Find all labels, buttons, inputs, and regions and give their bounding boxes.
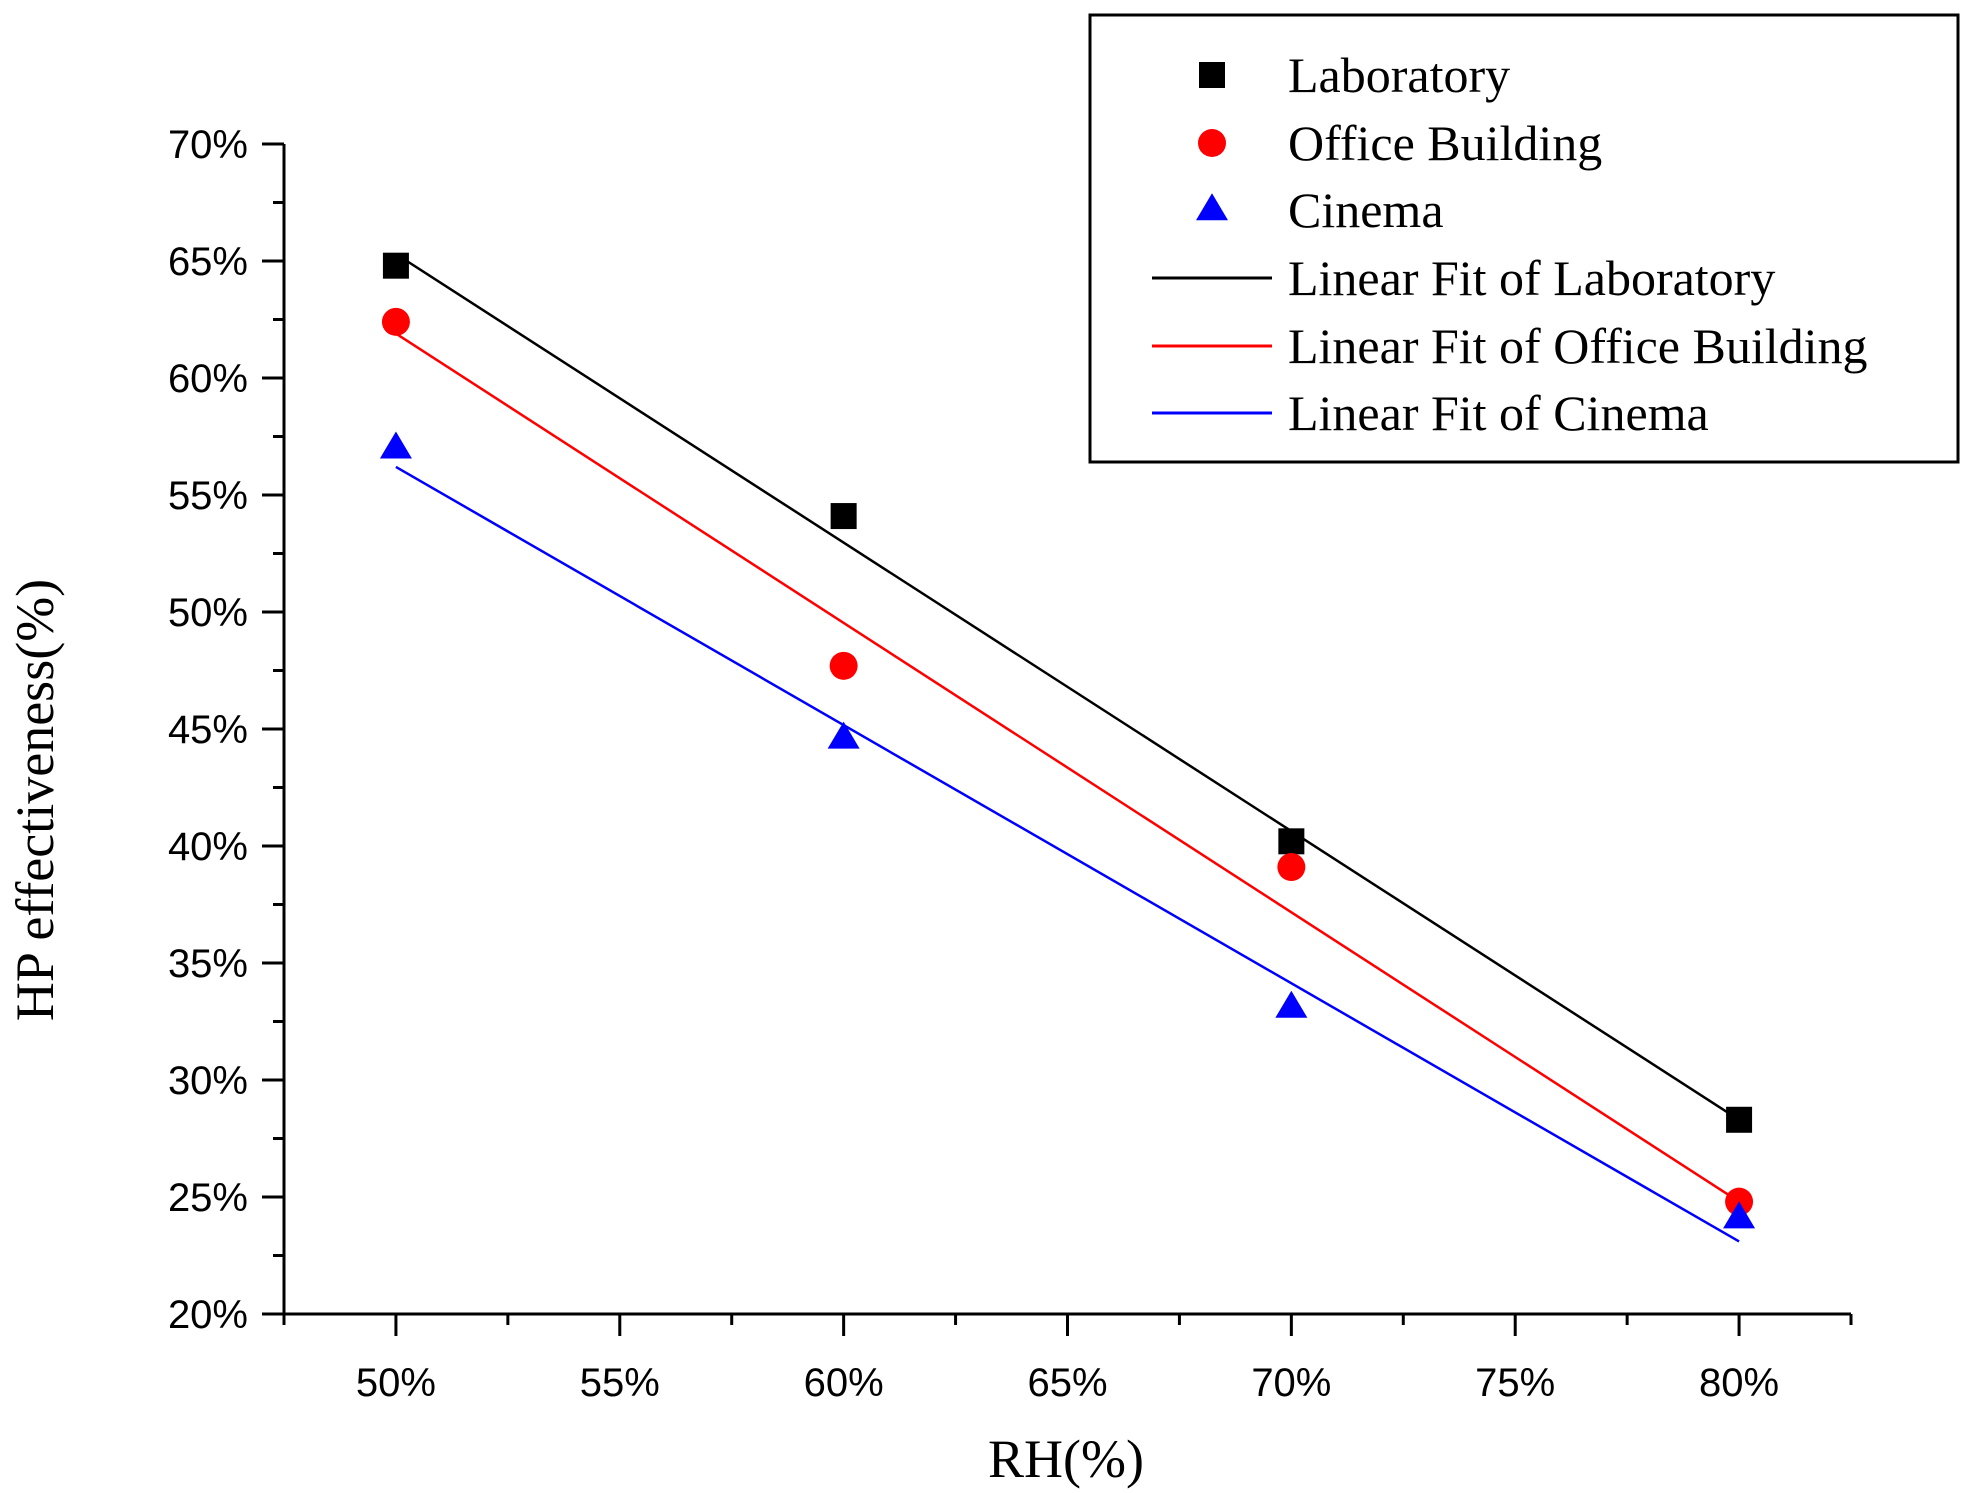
legend-label: Linear Fit of Cinema — [1288, 385, 1709, 441]
x-tick-label: 75% — [1475, 1361, 1555, 1405]
x-tick-label: 60% — [804, 1361, 884, 1405]
x-tick-label: 65% — [1027, 1361, 1107, 1405]
legend-label: Office Building — [1288, 115, 1602, 171]
axes: 20% 25% 30% 35% 40% 45% 50% 55% 60% 65% 70% 50% 55% 6… — [168, 123, 1853, 1405]
data-point — [1277, 853, 1306, 882]
x-tick-label: 55% — [580, 1361, 660, 1405]
data-points — [379, 252, 1756, 1229]
legend-label: Linear Fit of Laboratory — [1288, 250, 1775, 306]
x-tick-label: 80% — [1699, 1361, 1779, 1405]
y-tick-label: 45% — [168, 708, 248, 752]
y-tick-label: 25% — [168, 1176, 248, 1220]
fit-line — [395, 252, 1740, 1121]
legend-label: Cinema — [1288, 182, 1444, 238]
y-tick-label: 50% — [168, 591, 248, 635]
y-tick-label: 30% — [168, 1059, 248, 1103]
legend-box — [1088, 13, 1960, 464]
legend: Laboratory Office Building Cinema Linear Fi… — [1088, 13, 1960, 464]
x-tick-label: 70% — [1251, 1361, 1331, 1405]
data-point — [381, 307, 410, 336]
y-tick-label: 70% — [168, 123, 248, 167]
x-tick-label: 50% — [356, 1361, 436, 1405]
y-tick-label: 65% — [168, 240, 248, 284]
data-point — [382, 252, 409, 279]
y-tick-label: 35% — [168, 942, 248, 986]
data-point — [827, 721, 860, 749]
fit-line — [395, 332, 1740, 1203]
data-point — [829, 651, 858, 680]
y-tick-label: 40% — [168, 825, 248, 869]
data-point — [1275, 990, 1308, 1018]
data-point — [1723, 1201, 1756, 1229]
y-tick-label: 20% — [168, 1293, 248, 1337]
data-point — [379, 431, 412, 459]
legend-label: Linear Fit of Office Building — [1288, 318, 1868, 374]
x-axis-title: RH(%) — [988, 1429, 1144, 1489]
fit-line — [395, 465, 1740, 1243]
fit-lines — [395, 252, 1740, 1243]
data-point — [1278, 828, 1305, 855]
y-tick-label: 60% — [168, 357, 248, 401]
y-axis-title: HP effectiveness(%) — [5, 579, 65, 1021]
y-tick-label: 55% — [168, 474, 248, 518]
data-point — [830, 503, 857, 530]
data-point — [1726, 1106, 1753, 1133]
legend-marker — [1199, 62, 1225, 88]
legend-marker — [1196, 193, 1228, 221]
legend-label: Laboratory — [1288, 47, 1510, 103]
legend-marker — [1198, 129, 1226, 157]
